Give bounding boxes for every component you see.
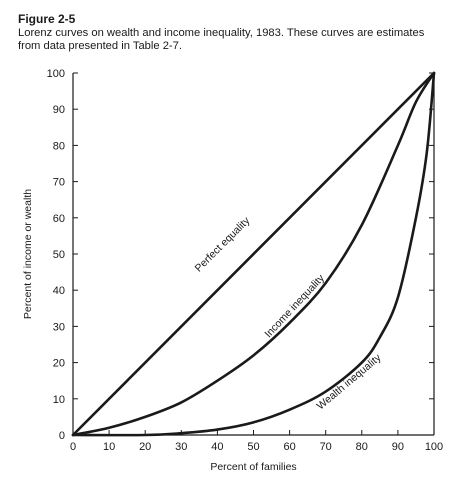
- x-tick-label: 60: [283, 441, 295, 453]
- y-tick-label: 40: [53, 285, 65, 297]
- x-tick-label: 50: [247, 441, 259, 453]
- y-tick-label: 70: [53, 177, 65, 189]
- x-axis-title: Percent of families: [210, 461, 296, 473]
- y-tick-label: 50: [53, 249, 65, 261]
- curve-label-income-inequality: Income inequality: [262, 272, 327, 340]
- x-tick-label: 80: [356, 441, 368, 453]
- y-axis-title: Percent of income or wealth: [22, 189, 34, 319]
- caption-line-2: from data presented in Table 2-7.: [18, 40, 182, 52]
- y-tick-label: 80: [53, 140, 65, 152]
- series-lines: [71, 71, 436, 437]
- figure-label: Figure 2-5: [18, 12, 76, 26]
- x-tick-label: 10: [103, 441, 115, 453]
- y-tick-label: 100: [47, 68, 65, 80]
- x-tick-label: 90: [392, 441, 404, 453]
- y-tick-label: 90: [53, 104, 65, 116]
- caption-line-1: Lorenz curves on wealth and income inequ…: [18, 27, 425, 39]
- curve-label-wealth-inequality: Wealth inequality: [315, 351, 384, 412]
- figure-caption: Lorenz curves on wealth and income inequ…: [18, 27, 468, 53]
- y-tick-label: 20: [53, 358, 65, 370]
- x-tick-label: 40: [211, 441, 223, 453]
- x-tick-label: 100: [425, 441, 443, 453]
- x-tick-label: 0: [70, 441, 76, 453]
- x-tick-label: 20: [139, 441, 151, 453]
- x-tick-label: 70: [320, 441, 332, 453]
- y-tick-label: 0: [59, 430, 65, 442]
- series-line-wealth-inequality: [71, 71, 436, 437]
- series-line-perfect-equality: [71, 71, 436, 437]
- x-tick-label: 30: [175, 441, 187, 453]
- y-tick-label: 30: [53, 321, 65, 333]
- y-tick-label: 10: [53, 394, 65, 406]
- series-line-income-inequality: [71, 71, 436, 437]
- y-tick-label: 60: [53, 213, 65, 225]
- ticks: 0 10 20 30 40 50 60 70 80 90 100 0 10 20 30 40 50 60 70 80 9…: [47, 68, 444, 453]
